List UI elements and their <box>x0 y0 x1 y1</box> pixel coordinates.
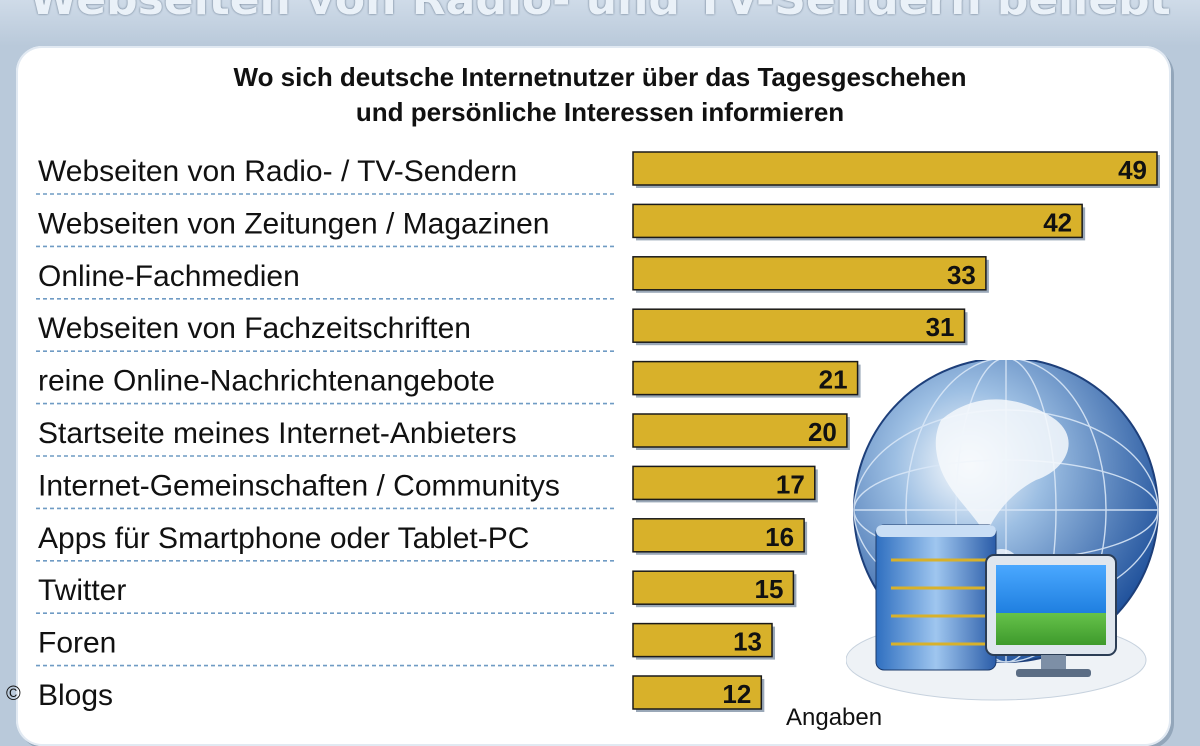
category-label: Startseite meines Internet-Anbieters <box>38 417 517 450</box>
category-label: Blogs <box>38 679 113 712</box>
bar <box>632 360 859 396</box>
bar <box>632 622 773 658</box>
bar <box>632 413 848 448</box>
bar-value-label: 21 <box>819 365 848 395</box>
bar <box>632 151 1158 186</box>
bar <box>632 465 816 501</box>
background-stripe <box>0 0 1200 46</box>
bar-chart: Webseiten von Radio- / TV-Sendern 49 Webse… <box>36 151 1160 712</box>
bar <box>632 256 987 291</box>
bar-value-label: 15 <box>754 574 783 604</box>
bar <box>632 518 805 553</box>
bar <box>632 675 763 710</box>
copyright-symbol: © <box>6 683 21 705</box>
bar-value-label: 17 <box>776 469 805 499</box>
category-label: Internet-Gemeinschaften / Communitys <box>38 469 560 502</box>
chart-title: Wo sich deutsche Internetnutzer über das… <box>0 60 1200 130</box>
category-label: Apps für Smartphone oder Tablet-PC <box>38 522 529 555</box>
category-label: Webseiten von Zeitungen / Magazinen <box>38 207 549 240</box>
category-label: reine Online-Nachrichtenangebote <box>38 365 495 398</box>
page-title: Webseiten von Radio- und TV-Sendern beli… <box>0 0 1200 25</box>
bar-value-label: 12 <box>722 679 751 709</box>
source-note: Angaben <box>786 704 883 731</box>
category-label: Online-Fachmedien <box>38 260 300 293</box>
category-label: Twitter <box>38 574 126 607</box>
globe-computer-icon <box>846 360 1159 701</box>
chart-title-line-1: Wo sich deutsche Internetnutzer über das… <box>233 62 967 92</box>
bar <box>632 570 795 605</box>
bar-value-label: 49 <box>1118 155 1147 185</box>
bar-value-label: 42 <box>1043 207 1072 237</box>
bar-value-label: 33 <box>947 260 976 290</box>
bar <box>632 203 1083 239</box>
bar <box>632 308 966 343</box>
bar-value-label: 31 <box>926 312 955 342</box>
chart-title-line-2: und persönliche Interessen informieren <box>355 97 845 127</box>
bar-value-label: 20 <box>808 417 837 447</box>
bar-value-label: 13 <box>733 627 762 657</box>
bar-value-label: 16 <box>765 522 794 552</box>
category-label: Foren <box>38 627 116 660</box>
category-label: Webseiten von Fachzeitschriften <box>38 312 471 345</box>
category-label: Webseiten von Radio- / TV-Sendern <box>38 155 517 188</box>
